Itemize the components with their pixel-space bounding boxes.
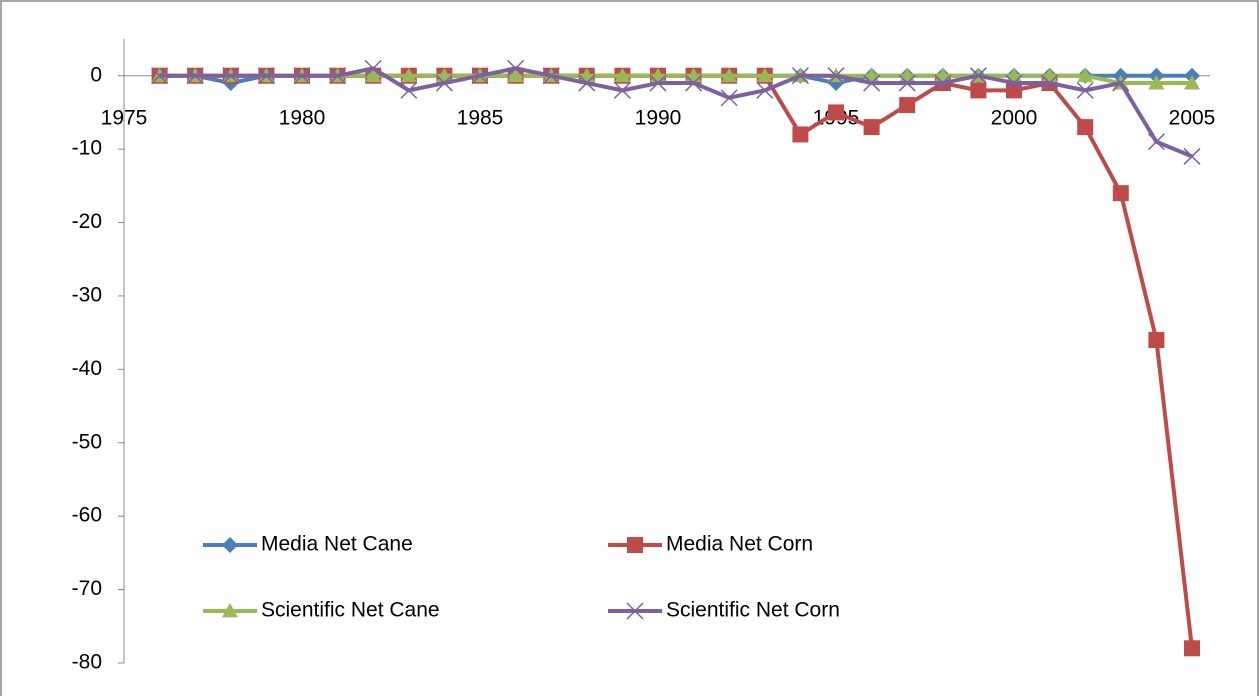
marker	[969, 67, 987, 85]
marker	[186, 67, 204, 85]
marker	[1148, 75, 1165, 90]
marker	[613, 81, 631, 99]
x-tick-label: 2005	[1169, 106, 1216, 129]
marker	[863, 74, 881, 92]
marker	[400, 81, 418, 99]
marker	[1183, 147, 1201, 165]
y-tick-label: -10	[72, 137, 102, 160]
legend-marker	[222, 603, 238, 618]
marker	[435, 74, 453, 92]
marker	[329, 67, 347, 85]
marker	[1076, 81, 1094, 99]
y-tick-label: 0	[90, 63, 102, 86]
y-tick-label: -60	[72, 504, 102, 527]
marker	[364, 59, 382, 77]
marker	[863, 119, 880, 136]
legend-label: Scientific Net Corn	[666, 599, 840, 622]
y-tick-label: -80	[72, 651, 102, 674]
marker	[685, 74, 703, 92]
marker	[1112, 74, 1130, 92]
marker	[827, 67, 845, 85]
marker	[257, 67, 275, 85]
marker	[1112, 185, 1129, 202]
legend-marker	[627, 537, 643, 553]
series-line	[159, 66, 1193, 159]
marker	[542, 67, 560, 85]
marker	[934, 74, 952, 92]
legend-marker	[626, 602, 644, 620]
x-tick-label: 1985	[457, 106, 504, 129]
marker	[471, 67, 489, 85]
marker	[649, 74, 667, 92]
marker	[222, 67, 240, 85]
x-tick-label: 1990	[635, 106, 682, 129]
marker	[1005, 74, 1023, 92]
marker	[365, 67, 382, 83]
marker	[1148, 331, 1165, 348]
marker	[151, 67, 169, 85]
legend-label: Scientific Net Cane	[261, 599, 440, 622]
marker	[1077, 67, 1094, 83]
y-tick-label: -70	[72, 577, 102, 600]
x-tick-label: 1975	[101, 106, 148, 129]
marker	[970, 82, 987, 99]
x-tick-label: 1980	[279, 106, 326, 129]
marker	[578, 74, 596, 92]
marker	[720, 89, 738, 107]
marker	[507, 59, 525, 77]
marker	[1184, 75, 1200, 90]
legend-label: Media Net Corn	[666, 533, 813, 556]
marker	[791, 67, 809, 85]
marker	[898, 74, 916, 92]
y-tick-label: -50	[72, 430, 102, 453]
marker	[614, 67, 631, 83]
marker	[756, 67, 773, 83]
marker	[721, 67, 738, 83]
marker	[792, 126, 809, 143]
marker	[1147, 133, 1165, 151]
marker	[756, 81, 774, 99]
x-tick-label: 2000	[991, 106, 1038, 129]
marker	[1077, 119, 1094, 136]
marker	[899, 97, 916, 114]
marker	[828, 104, 844, 121]
marker	[1184, 640, 1200, 657]
legend-marker	[222, 537, 238, 553]
marker	[507, 67, 524, 83]
marker	[400, 67, 417, 83]
marker	[293, 67, 311, 85]
marker	[1041, 74, 1059, 92]
legend-label: Media Net Cane	[261, 533, 413, 556]
y-tick-label: -30	[72, 283, 102, 306]
y-tick-label: -20	[72, 210, 102, 233]
y-tick-label: -40	[72, 357, 102, 380]
